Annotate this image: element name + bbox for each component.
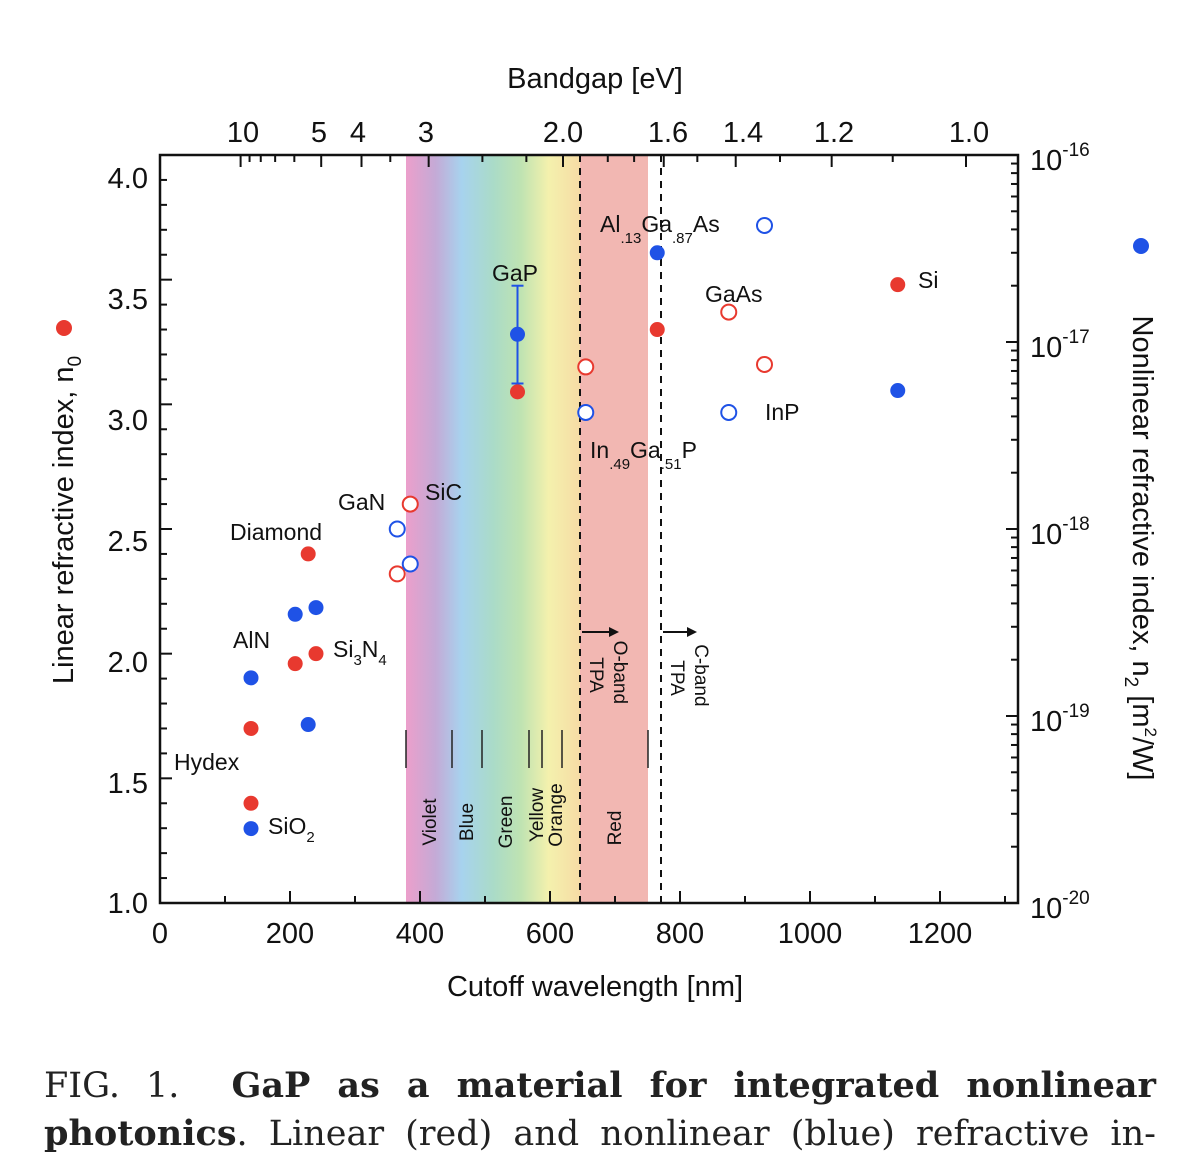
y-right-axis-title: Nonlinear refractive index, n2 [m2/W] xyxy=(1120,316,1160,781)
y-right-tick-label: 10-16 xyxy=(1030,140,1090,177)
linear-index-point xyxy=(308,646,324,662)
nonlinear-index-point xyxy=(308,600,324,616)
nonlinear-index-point xyxy=(300,717,316,733)
linear-index-point xyxy=(287,656,303,672)
linear-index-point xyxy=(243,720,259,736)
right-axis-legend-marker xyxy=(1133,238,1149,254)
label-ingap: In.49Ga.51P xyxy=(590,437,697,473)
linear-index-point xyxy=(649,322,665,338)
nonlinear-index-point xyxy=(720,403,738,421)
label-sio2: SiO2 xyxy=(268,813,315,846)
nonlinear-index-point xyxy=(388,520,406,538)
linear-index-point xyxy=(510,384,525,400)
nonlinear-index-point xyxy=(243,821,259,837)
y-left-axis-title: Linear refractive index, n0 xyxy=(48,356,86,684)
linear-index-point xyxy=(890,277,906,293)
top-tick-label: 1.4 xyxy=(723,117,763,149)
visible-spectrum-band xyxy=(406,155,580,903)
nonlinear-index-point xyxy=(649,245,665,261)
caption-bold-title: GaP as a material for integrated nonline… xyxy=(44,1065,1156,1154)
label-si3n4: Si3N4 xyxy=(333,636,387,669)
x-axis-title: Cutoff wavelength [nm] xyxy=(447,971,743,1003)
x-tick-label: 0 xyxy=(152,918,168,950)
band-label-red: Red xyxy=(605,811,626,846)
y-left-tick-label: 3.0 xyxy=(108,405,148,437)
linear-index-point xyxy=(720,303,738,321)
top-tick-label: 1.2 xyxy=(814,117,854,149)
top-axis-title: Bandgap [eV] xyxy=(507,63,683,95)
linear-index-point xyxy=(243,795,259,811)
linear-index-point xyxy=(577,358,595,376)
y-left-tick-label: 2.5 xyxy=(108,526,148,558)
band-label-green: Green xyxy=(496,796,517,849)
label-gan: GaN xyxy=(338,489,385,515)
y-left-tick-label: 4.0 xyxy=(108,163,148,195)
nonlinear-index-point xyxy=(756,216,773,234)
label-inp: InP xyxy=(765,399,800,425)
caption-label: FIG. 1. xyxy=(44,1066,180,1106)
top-tick-labels: 10 5 4 3 2.0 1.6 1.4 1.2 1.0 xyxy=(227,117,989,149)
top-tick-label: 10 xyxy=(227,117,259,149)
data-points xyxy=(243,216,906,837)
y-right-tick-label: 10-17 xyxy=(1030,327,1090,364)
nonlinear-index-point xyxy=(401,555,419,573)
linear-index-point xyxy=(401,495,419,513)
band-label-yellow: Yellow xyxy=(527,788,548,843)
x-tick-labels: 0 200 400 600 800 1000 1200 xyxy=(152,918,972,950)
nonlinear-index-point xyxy=(287,606,303,622)
y-left-tick-label: 1.0 xyxy=(108,888,148,920)
label-gap: GaP xyxy=(492,260,538,286)
x-tick-label: 600 xyxy=(526,918,574,950)
y-left-tick-label: 3.5 xyxy=(108,284,148,316)
nonlinear-index-point xyxy=(577,403,595,421)
y-right-tick-label: 10-20 xyxy=(1030,888,1090,925)
nonlinear-index-point xyxy=(510,326,525,342)
y-right-tick-label: 10-18 xyxy=(1030,514,1090,551)
band-label-orange: Orange xyxy=(546,783,567,846)
linear-index-point xyxy=(300,546,316,562)
x-tick-label: 1000 xyxy=(778,918,843,950)
top-tick-label: 3 xyxy=(418,117,434,149)
nonlinear-index-point xyxy=(890,383,906,399)
y-left-tick-label: 2.0 xyxy=(108,647,148,679)
label-sic: SiC xyxy=(425,479,462,505)
caption-text: . Linear (red) and nonlinear (blue) refr… xyxy=(236,1114,1156,1154)
label-diamond: Diamond xyxy=(230,519,322,545)
x-tick-label: 800 xyxy=(656,918,704,950)
material-labels: Al.13Ga.87As GaP GaAs Si InP In.49Ga.51P… xyxy=(174,211,938,846)
y-left-tick-label: 1.5 xyxy=(108,768,148,800)
top-tick-label: 2.0 xyxy=(543,117,583,149)
top-tick-label: 5 xyxy=(311,117,327,149)
x-tick-label: 200 xyxy=(266,918,314,950)
y-left-tick-labels: 1.0 1.5 2.0 2.5 3.0 3.5 4.0 xyxy=(108,163,148,920)
label-aln: AlN xyxy=(233,627,270,653)
band-label-violet: Violet xyxy=(420,798,441,846)
label-algaas: Al.13Ga.87As xyxy=(600,211,720,247)
label-si: Si xyxy=(918,267,938,293)
y-right-tick-labels: 10-20 10-19 10-18 10-17 10-16 xyxy=(1030,140,1090,925)
label-gaas: GaAs xyxy=(705,281,763,307)
top-tick-label: 1.0 xyxy=(949,117,989,149)
top-tick-label: 4 xyxy=(350,117,366,149)
chart: Violet Blue Green Yellow Orange Red O-ba… xyxy=(48,63,1160,1003)
red-band xyxy=(580,155,648,903)
c-band-tpa-label: C-band TPA xyxy=(666,644,711,712)
linear-index-point xyxy=(756,355,773,373)
left-axis-legend-marker xyxy=(56,320,72,336)
band-dividers xyxy=(405,730,649,768)
o-band-tpa-label: O-band TPA xyxy=(585,641,630,710)
label-hydex: Hydex xyxy=(174,749,240,775)
axis-ticks xyxy=(159,154,1018,904)
x-tick-label: 1200 xyxy=(908,918,973,950)
band-label-blue: Blue xyxy=(457,803,478,841)
linear-index-point xyxy=(388,565,406,583)
figure-caption: FIG. 1. GaP as a material for integrated… xyxy=(44,1062,1156,1158)
y-right-tick-label: 10-19 xyxy=(1030,701,1090,738)
top-tick-label: 1.6 xyxy=(648,117,688,149)
c-band-arrow xyxy=(663,627,697,637)
o-band-arrow xyxy=(582,627,619,637)
x-tick-label: 400 xyxy=(396,918,444,950)
nonlinear-index-point xyxy=(243,670,259,686)
